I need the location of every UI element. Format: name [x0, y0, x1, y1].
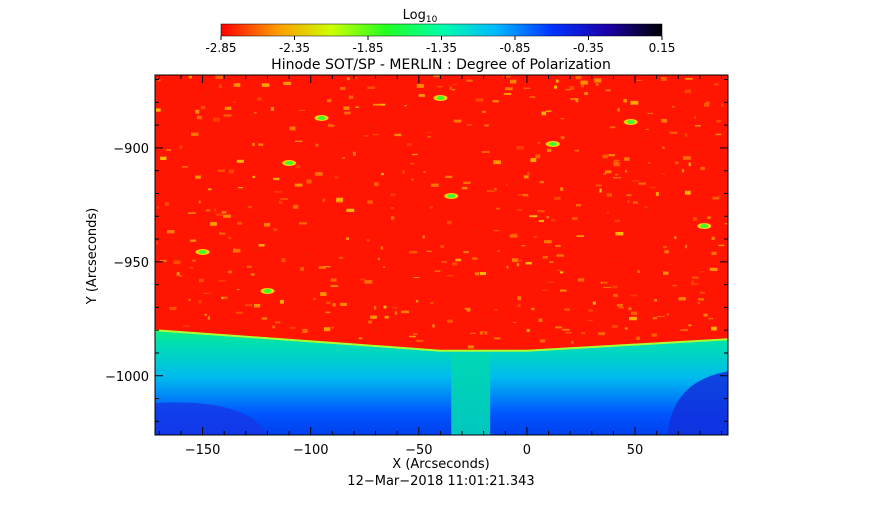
y-tick-label: −900 — [113, 142, 149, 157]
x-tick-label: 50 — [627, 443, 644, 458]
colorbar-label: Log10 — [403, 8, 438, 25]
y-tick-label: −1000 — [105, 370, 149, 385]
colorbar-ticks: -2.85 -2.35 -1.85 -1.35 -0.85 -0.35 0.15 — [205, 36, 675, 55]
offlimb-dark-patch-left — [155, 402, 268, 435]
x-axis-label: X (Arcseconds) — [392, 457, 489, 472]
x-tick-label: −150 — [185, 443, 221, 458]
y-axis-ticks: −900 −950 −1000 — [105, 79, 728, 422]
colorbar-tick-label: -0.85 — [499, 41, 530, 55]
disk-speckles — [156, 75, 728, 349]
chart-title: Hinode SOT/SP - MERLIN : Degree of Polar… — [271, 57, 611, 73]
heatmap-image — [155, 75, 728, 435]
colorbar: Log10 -2.85 -2.35 -1.85 -1.35 -0.85 -0.35 0.15 — [205, 8, 675, 55]
y-axis-label: Y (Arcseconds) — [85, 208, 100, 305]
x-tick-label: 0 — [523, 443, 531, 458]
colorbar-bar — [220, 23, 663, 37]
timestamp: 12−Mar−2018 11:01:21.343 — [347, 474, 534, 489]
colorbar-tick-label: 0.15 — [649, 41, 676, 55]
limb-line — [155, 329, 728, 352]
offlimb-dark-patch-right — [667, 371, 728, 435]
offlimb-region — [155, 330, 728, 435]
y-tick-label: −950 — [113, 256, 149, 271]
colorbar-tick-label: -2.35 — [279, 41, 310, 55]
colorbar-tick-label: -1.85 — [352, 41, 383, 55]
colorbar-tick-label: -0.35 — [573, 41, 604, 55]
x-axis-ticks: −150 −100 −50 0 50 — [158, 75, 723, 458]
slit-gap-strip — [451, 353, 491, 435]
x-tick-label: −50 — [405, 443, 432, 458]
x-tick-label: −100 — [293, 443, 329, 458]
plot-frame — [154, 74, 729, 436]
colorbar-tick-label: -1.35 — [426, 41, 457, 55]
colorbar-tick-label: -2.85 — [205, 41, 236, 55]
